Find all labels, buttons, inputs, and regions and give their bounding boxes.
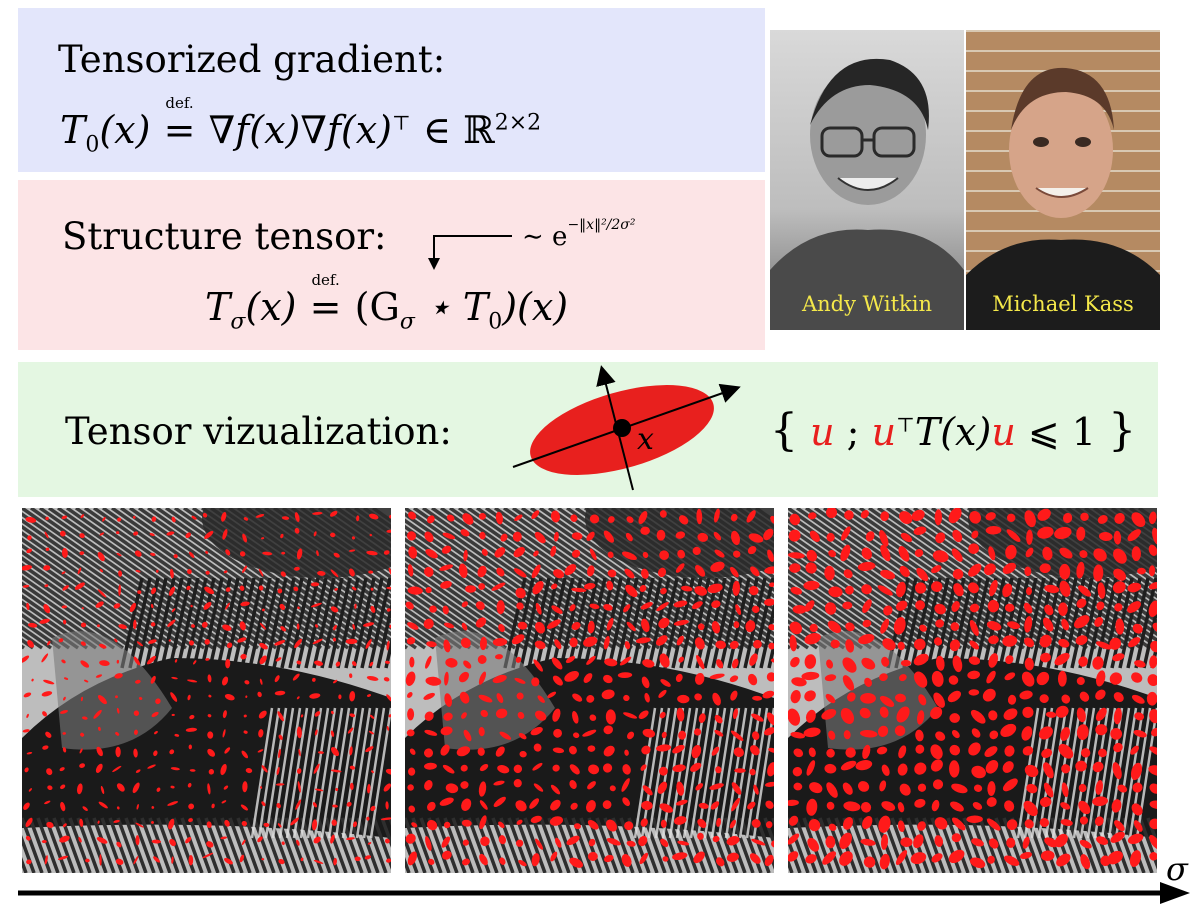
photo-michael-kass: Michael Kass [966, 30, 1160, 330]
gradient-rhs: ∇f(x)∇f(x) [208, 108, 392, 152]
kernel-exponent: −‖x‖²/2σ² [567, 217, 636, 234]
set-close-brace: } [1108, 405, 1137, 456]
set-condition-mid: T(x) [914, 410, 992, 454]
structure-rhs-tail: ⋆ T [426, 285, 489, 329]
structure-def-symbol: def. = [309, 271, 342, 329]
structure-rhs: (G [354, 285, 400, 329]
texture-svg-3 [788, 508, 1157, 873]
portrait-michael [966, 67, 1160, 330]
gradient-formula: T0(x) def. = ∇f(x)∇f(x)⊤ ∈ ℝ2×2 [60, 94, 542, 158]
structure-heading: Structure tensor: [62, 215, 387, 258]
gradient-box [18, 8, 765, 172]
texture-svg-1 [22, 508, 391, 873]
structure-formula: Tσ(x) def. = (Gσ ⋆ T0)(x) [205, 271, 569, 335]
photo-andy-witkin: Andy Witkin [770, 30, 964, 330]
kernel-expression: ∼ e−‖x‖²/2σ² [522, 217, 635, 252]
gradient-in: ∈ ℝ [422, 108, 495, 152]
kernel-arrow [428, 235, 512, 270]
kernel-prefix: ∼ e [522, 222, 568, 252]
gradient-arg: (x) [99, 108, 151, 152]
center-point [613, 419, 631, 437]
portrait-andy [770, 58, 964, 330]
set-separator: ; [846, 410, 860, 454]
gradient-dims: 2×2 [494, 110, 542, 136]
structure-box [18, 180, 765, 350]
structure-rhs-sub: σ [399, 309, 415, 335]
set-var-u-2: u [871, 410, 897, 454]
texture-panel-large-sigma [788, 508, 1157, 873]
structure-rhs-tail-sub: 0 [488, 309, 503, 335]
structure-arg: (x) [245, 285, 297, 329]
gradient-def-label: def. [165, 94, 194, 112]
visualization-heading: Tensor vizualization: [65, 410, 452, 453]
gradient-lhs-sub: 0 [85, 132, 100, 158]
texture-svg-2 [405, 508, 774, 873]
set-open-brace: { [770, 405, 798, 456]
structure-lhs-sub: σ [230, 309, 246, 335]
gradient-lhs: T [60, 108, 86, 152]
texture-panel-medium-sigma [405, 508, 774, 873]
set-var-u-3: u [991, 410, 1016, 454]
structure-def-label: def. [311, 271, 340, 289]
caption-michael-kass: Michael Kass [992, 292, 1134, 316]
sigma-axis-label: σ [1166, 850, 1188, 888]
point-label: x [637, 422, 654, 457]
set-definition: { u ; u⊤T(x)u ⩽ 1 } [770, 405, 1137, 456]
set-var-u: u [810, 410, 835, 454]
tensor-ellipse-diagram: x [512, 365, 741, 491]
texture-panel-small-sigma [22, 508, 391, 873]
gradient-transpose: ⊤ [392, 110, 411, 135]
gradient-heading: Tensorized gradient: [58, 38, 446, 81]
caption-andy-witkin: Andy Witkin [801, 292, 932, 316]
gradient-def-symbol: def. = [163, 94, 196, 152]
structure-lhs: T [205, 285, 231, 329]
set-condition-end: ⩽ 1 [1027, 410, 1096, 454]
structure-rhs-end: )(x) [502, 285, 569, 329]
sigma-axis-arrow [18, 882, 1190, 904]
